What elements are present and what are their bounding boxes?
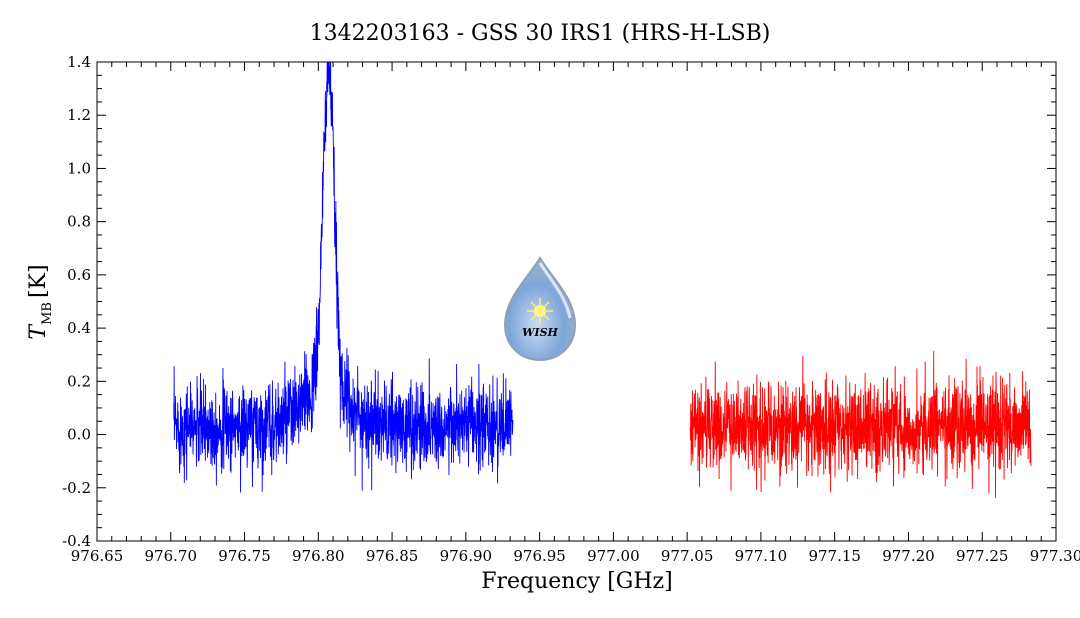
x-tick-label: 976.70 [145, 547, 198, 565]
y-tick-label: 0.8 [67, 213, 91, 231]
series-layer [173, 62, 1032, 498]
y-axis-symbol: T [26, 323, 51, 340]
series-line-1 [173, 62, 514, 493]
x-tick-label: 976.65 [71, 547, 124, 565]
wish-logo: WISH [503, 256, 577, 362]
x-tick-label: 976.85 [366, 547, 419, 565]
x-tick-label: 976.95 [513, 547, 566, 565]
series-line-2 [689, 351, 1032, 498]
y-tick-label: 0.0 [67, 426, 91, 444]
y-tick-label: 0.2 [67, 372, 91, 390]
ticks-layer [96, 61, 1057, 542]
logo-text: WISH [522, 326, 558, 339]
y-axis-label: TMB [K] [26, 264, 55, 339]
x-tick-label: 977.20 [882, 547, 935, 565]
x-tick-label: 976.75 [218, 547, 271, 565]
x-axis-label: Frequency [GHz] [481, 569, 673, 594]
x-tick-label: 977.30 [1030, 547, 1080, 565]
x-tick-label: 977.00 [587, 547, 640, 565]
tick-labels: 976.65 976.70 976.75 976.80 976.85 976.90 976.… [62, 53, 1080, 565]
y-tick-label: 1.2 [67, 106, 91, 124]
y-tick-label: 1.0 [67, 159, 91, 177]
chart-title: 1342203163 - GSS 30 IRS1 (HRS-H-LSB) [310, 21, 771, 46]
x-tick-label: 977.10 [735, 547, 788, 565]
y-tick-label: -0.2 [62, 479, 91, 497]
y-axis-subscript: MB [40, 302, 55, 325]
y-tick-label: 1.4 [67, 53, 91, 71]
y-tick-label: 0.6 [67, 266, 91, 284]
x-tick-label: 977.05 [661, 547, 714, 565]
x-tick-label: 977.15 [808, 547, 861, 565]
y-tick-label: 0.4 [67, 319, 91, 337]
y-tick-label: -0.4 [62, 532, 91, 550]
x-tick-label: 976.80 [292, 547, 345, 565]
y-axis-unit: [K] [26, 264, 51, 298]
x-tick-label: 976.90 [440, 547, 493, 565]
x-tick-label: 977.25 [956, 547, 1009, 565]
